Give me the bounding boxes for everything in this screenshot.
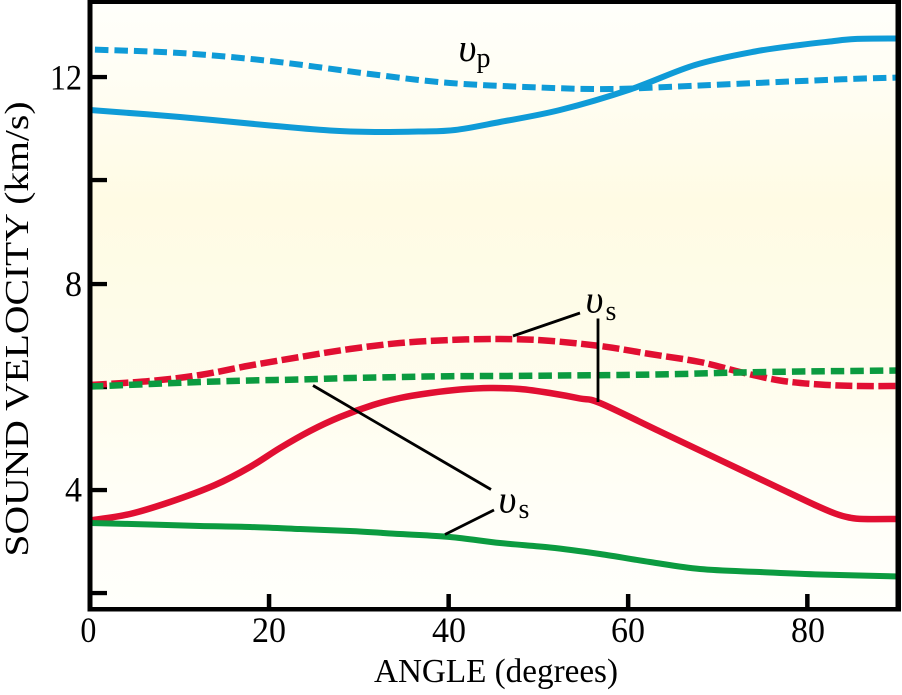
svg-text:60: 60 — [611, 610, 645, 650]
svg-text:υ: υ — [459, 27, 477, 70]
svg-text:s: s — [606, 296, 617, 327]
svg-text:12: 12 — [50, 57, 82, 97]
svg-text:8: 8 — [65, 264, 82, 304]
svg-text:80: 80 — [791, 610, 825, 650]
svg-text:40: 40 — [432, 610, 466, 650]
svg-text:υ: υ — [499, 479, 517, 522]
svg-text:s: s — [519, 494, 530, 525]
svg-text:ANGLE (degrees): ANGLE (degrees) — [374, 653, 618, 690]
svg-text:4: 4 — [65, 470, 82, 510]
svg-text:0: 0 — [80, 610, 96, 650]
svg-text:υ: υ — [586, 279, 604, 322]
svg-text:SOUND VELOCITY (km/s): SOUND VELOCITY (km/s) — [0, 102, 36, 557]
svg-text:20: 20 — [252, 610, 286, 650]
svg-text:p: p — [477, 43, 491, 74]
